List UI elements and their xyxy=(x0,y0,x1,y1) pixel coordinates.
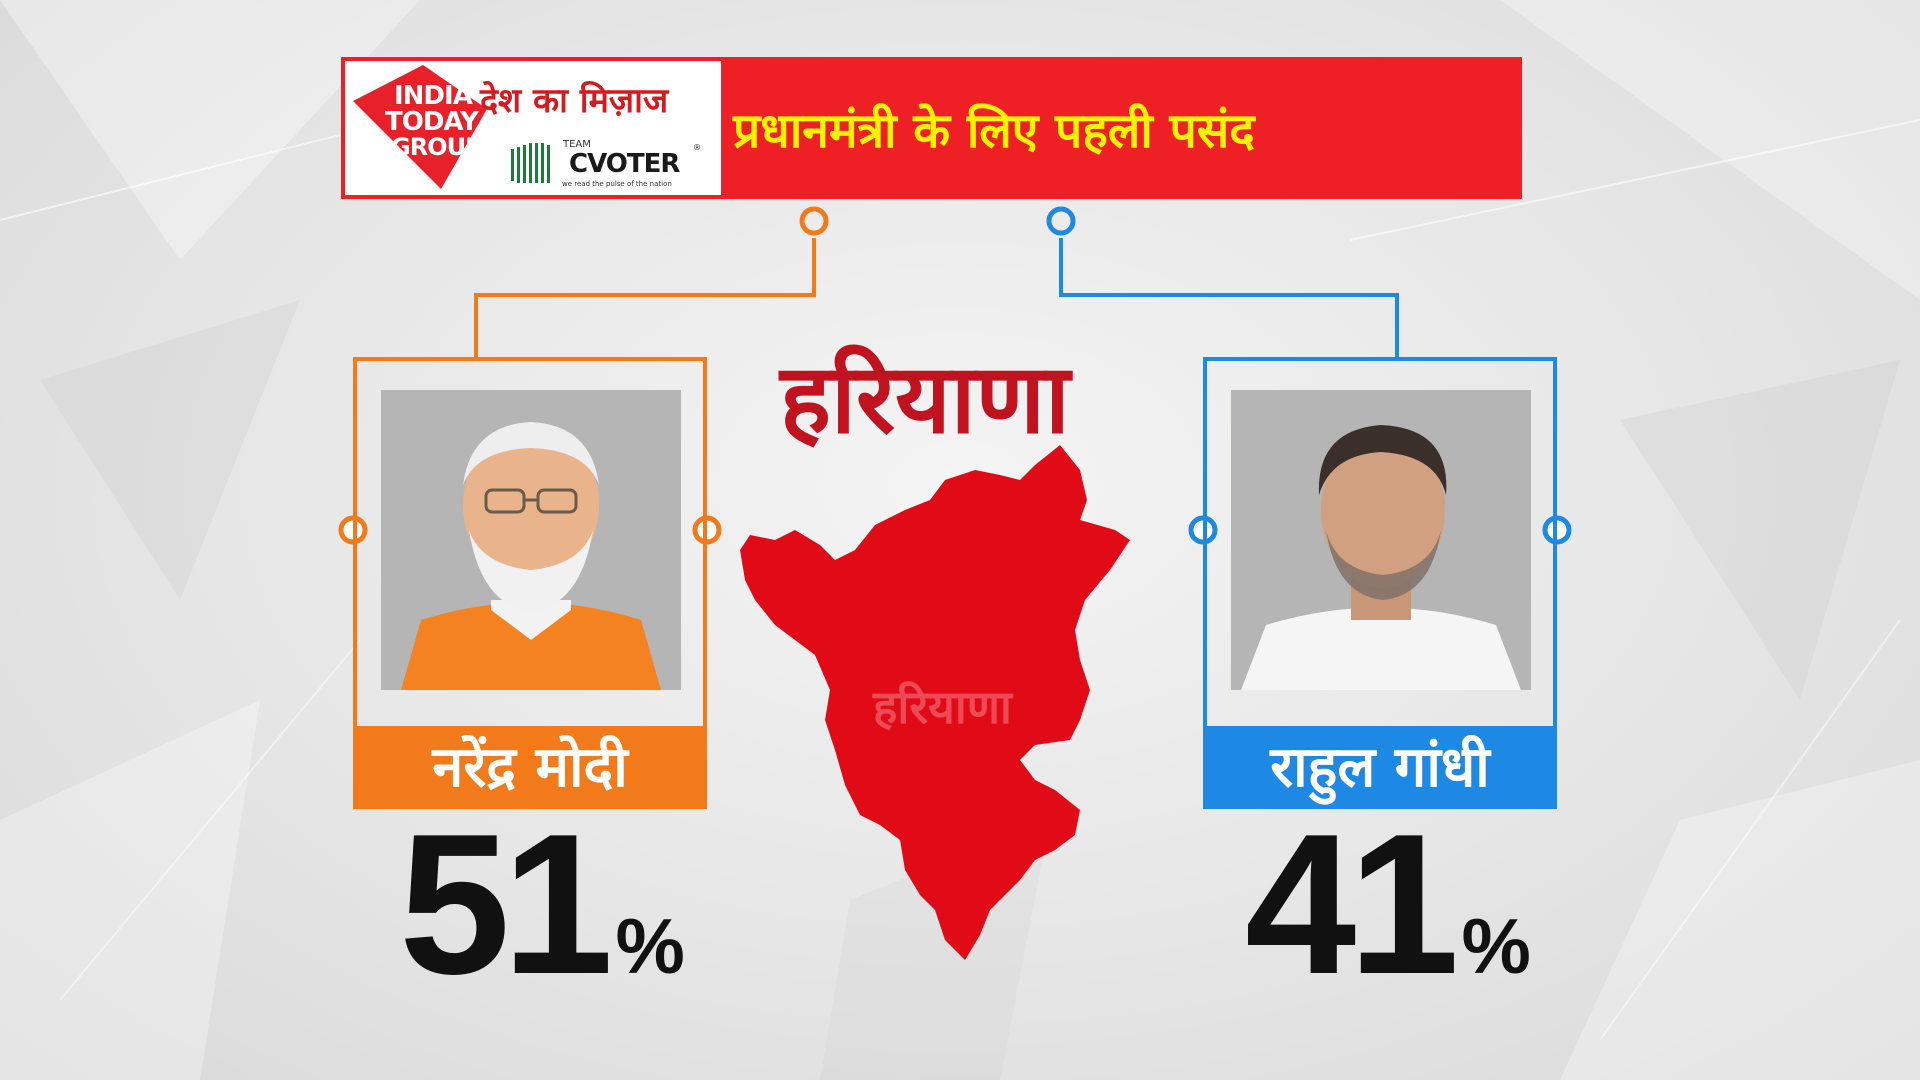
modi-percent-value: 51 xyxy=(399,793,613,1016)
map-state-label: हरियाणा xyxy=(873,680,1012,734)
modi-percentage: 51% xyxy=(399,790,685,1020)
cvoter-tagline: we read the pulse of the nation xyxy=(562,180,672,188)
rahul-portrait-icon xyxy=(1231,390,1531,690)
team-label: TEAM xyxy=(563,139,591,150)
candidate-card-modi: नरेंद्र मोदी xyxy=(353,357,707,809)
modi-photo xyxy=(381,390,681,690)
modi-portrait-icon xyxy=(381,390,681,690)
rahul-photo xyxy=(1231,390,1531,690)
rahul-percent-value: 41 xyxy=(1245,793,1459,1016)
headline: प्रधानमंत्री के लिए पहली पसंद xyxy=(733,103,1255,159)
modi-name: नरेंद्र मोदी xyxy=(432,735,628,800)
rahul-percentage: 41% xyxy=(1245,790,1531,1020)
state-title: हरियाणा xyxy=(780,343,1070,455)
logo-box: INDIA TODAY GROUP देश का मिज़ाज TEAM CVO… xyxy=(345,61,721,195)
cvoter-marks-icon xyxy=(511,143,550,183)
brand-line-1: INDIA xyxy=(394,81,473,111)
cvoter-label: CVOTER xyxy=(569,149,680,179)
rahul-name-bar: राहुल गांधी xyxy=(1203,726,1557,809)
modi-percent-sign: % xyxy=(615,902,685,990)
brand-line-2: TODAY xyxy=(385,107,479,137)
india-today-logo-shape xyxy=(353,65,550,189)
modi-name-bar: नरेंद्र मोदी xyxy=(353,726,707,809)
header-banner: INDIA TODAY GROUP देश का मिज़ाज TEAM CVO… xyxy=(341,57,1522,199)
rahul-percent-sign: % xyxy=(1461,902,1531,990)
program-title: देश का मिज़ाज xyxy=(480,81,669,121)
brand-line-3: GROUP xyxy=(391,133,483,161)
registered-mark: ® xyxy=(693,143,701,152)
haryana-map-icon xyxy=(740,445,1130,960)
rahul-name: राहुल गांधी xyxy=(1270,735,1490,800)
candidate-card-rahul: राहुल गांधी xyxy=(1203,357,1557,809)
